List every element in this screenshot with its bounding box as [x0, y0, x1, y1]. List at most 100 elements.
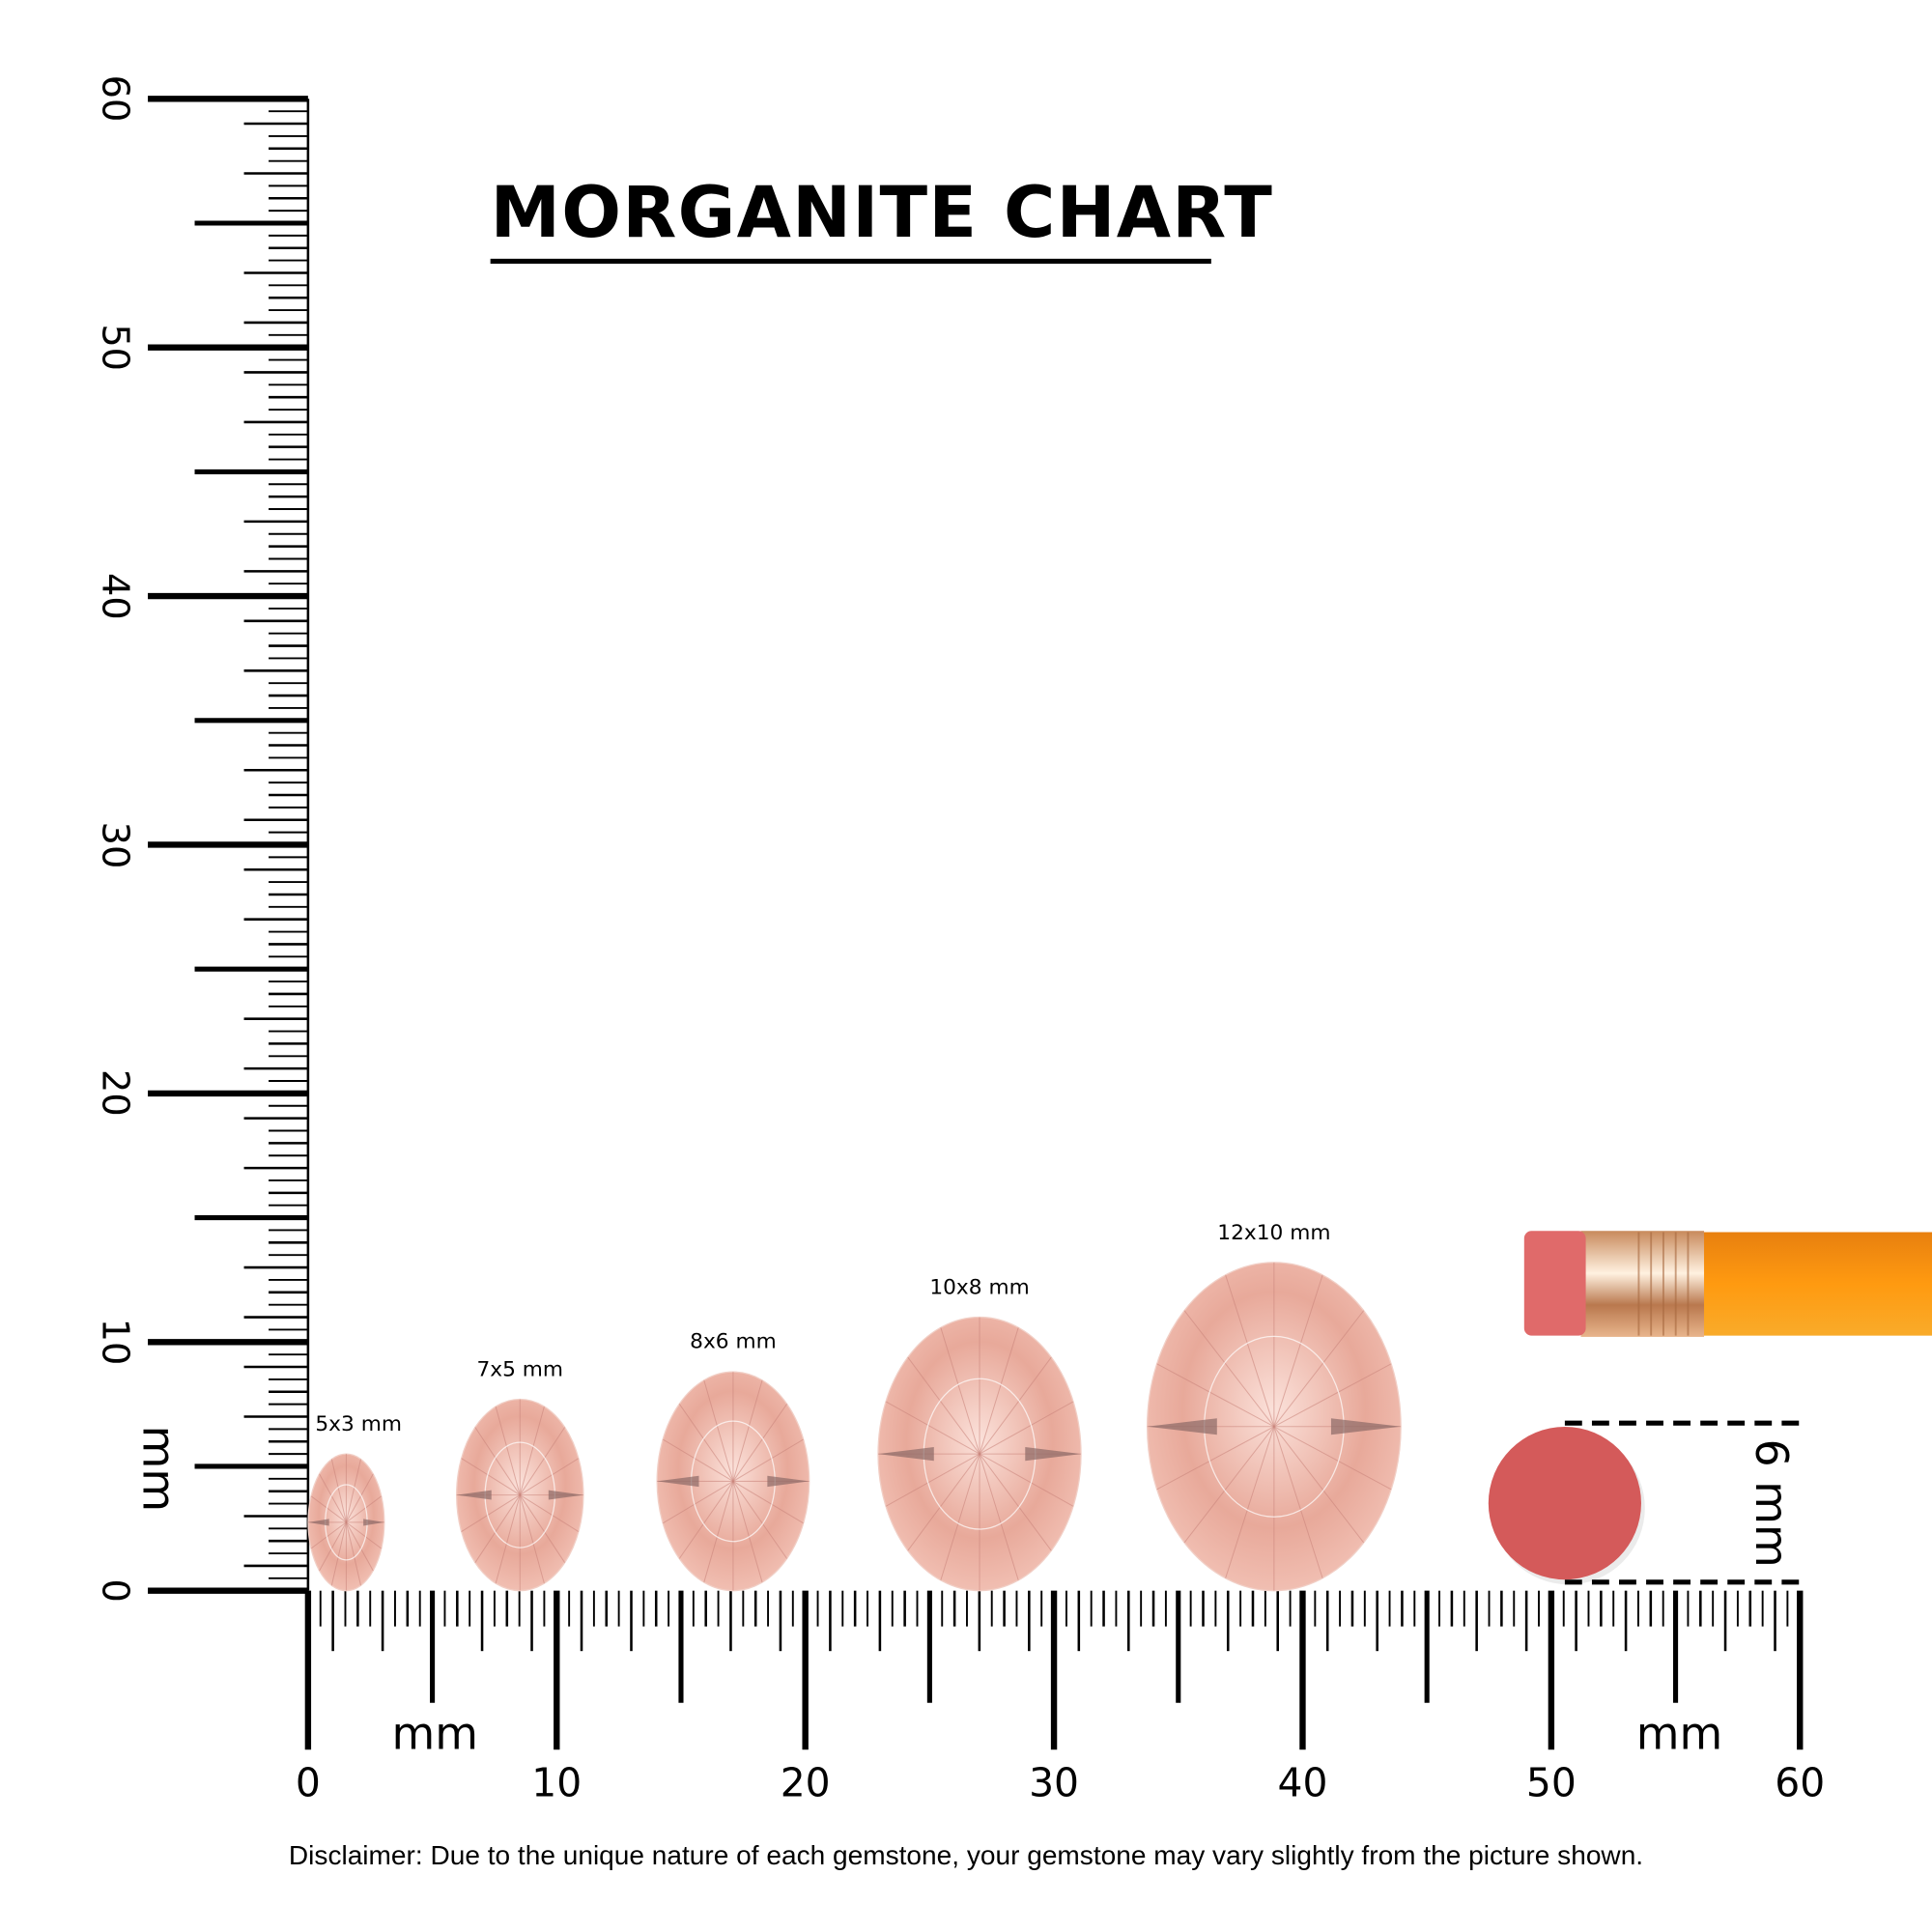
gem-facet-shadow — [1147, 1418, 1217, 1435]
gem-facet — [519, 1494, 566, 1563]
gem-facet — [474, 1427, 521, 1495]
gem-facet-shadow — [548, 1490, 583, 1500]
gem-facet — [519, 1494, 580, 1532]
gem-facet — [979, 1327, 1019, 1455]
gem-facet — [732, 1379, 763, 1482]
pencil-body — [1700, 1232, 1932, 1336]
gem-oval-10x8 — [877, 1316, 1082, 1592]
pencil-ferrule — [1580, 1231, 1705, 1337]
gem-facet — [662, 1438, 734, 1482]
gem-facet — [907, 1453, 980, 1551]
gem-facet — [461, 1458, 521, 1496]
gem-facet-shadow — [308, 1519, 329, 1526]
horizontal-tick-label: 40 — [1277, 1759, 1328, 1806]
gem-facet — [346, 1495, 383, 1523]
gem-facet — [1183, 1310, 1275, 1428]
gem-facet — [345, 1459, 361, 1523]
pencil-eraser — [1523, 1231, 1586, 1336]
gem-facet — [1273, 1310, 1365, 1428]
gem-facet — [678, 1481, 734, 1559]
horizontal-tick-label: 10 — [531, 1759, 582, 1806]
gem-facet — [1156, 1426, 1275, 1491]
gem-facet — [519, 1494, 545, 1584]
gem-facet-shadow — [657, 1475, 699, 1488]
gem-facet — [732, 1481, 788, 1559]
pencil-illustration — [1523, 1231, 1932, 1337]
title-underline — [490, 258, 1211, 264]
gem-facet-shadow — [456, 1490, 492, 1500]
gem-facet — [703, 1379, 734, 1482]
gem-facet — [1225, 1274, 1275, 1427]
vertical-unit-label: mm — [132, 1425, 184, 1513]
gem-facet — [1273, 1426, 1323, 1578]
gem-facet — [474, 1494, 521, 1563]
gem-size-label: 10x8 mm — [929, 1275, 1030, 1300]
gem-facet — [940, 1453, 980, 1581]
gem-facet — [1183, 1426, 1275, 1544]
gem-oval-5x3 — [307, 1453, 385, 1592]
gem-facet — [1273, 1426, 1365, 1544]
gem-facet — [678, 1404, 734, 1482]
gem-facet-shadow — [1025, 1447, 1082, 1462]
gem-size-label: 12x10 mm — [1217, 1220, 1331, 1246]
gem-facet — [519, 1406, 545, 1495]
gem-size-label: 8x6 mm — [690, 1329, 777, 1355]
gem-facet — [732, 1480, 804, 1524]
gem-oval-12x10 — [1146, 1262, 1402, 1592]
gem-oval-8x6 — [656, 1371, 810, 1592]
gem-facet — [519, 1427, 566, 1495]
gem-facet — [319, 1521, 347, 1572]
gem-facet — [345, 1473, 374, 1523]
eraser-size-label: 6 mm — [1745, 1438, 1797, 1568]
horizontal-tick-label: 50 — [1525, 1759, 1577, 1806]
gem-facet — [330, 1521, 347, 1586]
gem-facet — [885, 1453, 980, 1507]
gem-facet — [1273, 1274, 1323, 1427]
horizontal-tick-label: 30 — [1029, 1759, 1080, 1806]
gem-facet — [1156, 1363, 1275, 1428]
gem-facet-shadow — [363, 1519, 384, 1526]
gem-facet — [732, 1404, 788, 1482]
vertical-tick-label: 20 — [93, 1069, 136, 1118]
gem-facet — [519, 1458, 580, 1496]
gem-facet — [310, 1521, 347, 1549]
gem-facet-shadow — [767, 1475, 810, 1488]
vertical-tick-label: 10 — [93, 1318, 136, 1366]
page-title: MORGANITE CHART — [490, 172, 1274, 254]
gem-facet — [461, 1494, 521, 1532]
gem-facet — [495, 1494, 521, 1584]
gem-facet — [495, 1406, 521, 1495]
gem-facet — [345, 1521, 361, 1586]
gem-facet — [1273, 1426, 1392, 1491]
gem-facet — [310, 1495, 347, 1523]
gem-facet-shadow — [1330, 1418, 1402, 1435]
gem-facet — [330, 1459, 347, 1523]
gem-facet — [940, 1327, 980, 1455]
horizontal-unit-label-right: mm — [1635, 1709, 1723, 1761]
vertical-tick-label: 50 — [93, 324, 136, 372]
gem-facet — [703, 1481, 734, 1583]
horizontal-tick-label: 60 — [1775, 1759, 1826, 1806]
gem-facet — [979, 1356, 1052, 1455]
gem-size-label: 5x3 mm — [315, 1411, 402, 1437]
gem-facet — [732, 1438, 804, 1482]
horizontal-tick-label: 20 — [780, 1759, 831, 1806]
eraser-circle — [1488, 1427, 1641, 1580]
gem-facet — [662, 1480, 734, 1524]
gem-facet — [979, 1453, 1074, 1507]
gem-facet — [907, 1356, 980, 1455]
gem-facet — [346, 1521, 383, 1549]
gem-facet-shadow — [878, 1447, 934, 1462]
gem-facet — [732, 1481, 763, 1583]
gem-oval-7x5 — [455, 1398, 584, 1592]
vertical-tick-label: 30 — [93, 821, 136, 868]
gem-facet — [345, 1521, 374, 1572]
disclaimer: Disclaimer: Due to the unique nature of … — [288, 1839, 1644, 1871]
horizontal-unit-label-left: mm — [391, 1709, 478, 1761]
vertical-tick-label: 60 — [93, 74, 136, 123]
vertical-tick-label: 40 — [93, 572, 136, 620]
gem-facet — [1273, 1363, 1392, 1428]
gem-facet — [979, 1453, 1019, 1581]
gem-facet — [885, 1401, 980, 1455]
